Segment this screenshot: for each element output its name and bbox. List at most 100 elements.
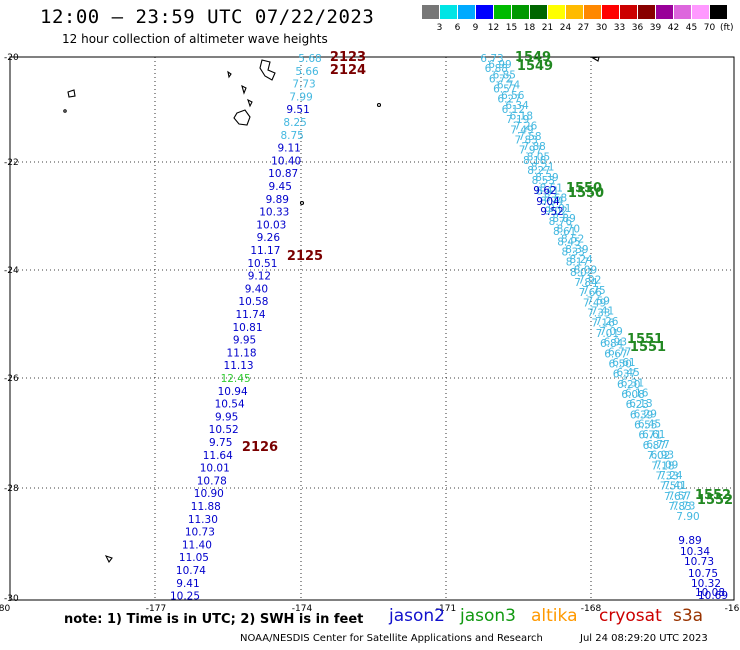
wave-height-reading: 8.45 — [557, 236, 580, 248]
island-outline — [227, 70, 232, 79]
wave-height-reading: 8.51 — [540, 182, 563, 194]
wave-height-reading: 6.71 — [638, 430, 661, 442]
wave-height-reading: 10.33 — [259, 207, 289, 219]
wave-height-reading: 8.17 — [566, 257, 589, 269]
wave-height-reading: 6.45 — [638, 419, 661, 431]
wave-height-reading: 7.16 — [591, 318, 615, 330]
wave-height-reading: 7.49 — [510, 124, 533, 136]
island-outline — [67, 89, 76, 98]
legend-label: 21 — [541, 23, 554, 33]
wave-height-reading: 9.95 — [233, 335, 256, 347]
track-time-label: 1550 — [566, 181, 602, 196]
y-tick-label: -22 — [4, 158, 19, 168]
wave-height-reading: 10.32 — [691, 578, 721, 590]
wave-height-reading: 8.75 — [280, 130, 303, 142]
wave-height-reading: 6.74 — [497, 80, 521, 92]
legend-swatch — [422, 5, 439, 19]
wave-height-reading: 9.45 — [269, 181, 292, 193]
x-tick-label: -168 — [581, 604, 602, 614]
wave-height-reading: 7.41 — [663, 480, 686, 492]
island-outline — [63, 109, 67, 113]
wave-height-reading: 6.12 — [502, 104, 525, 116]
wave-height-reading: 6.08 — [621, 389, 644, 401]
wave-height-reading: 6.29 — [634, 408, 657, 420]
legend-label: 39 — [649, 23, 662, 33]
wave-height-reading: 10.01 — [200, 463, 230, 475]
wave-height-reading: 10.81 — [232, 322, 262, 334]
wave-height-reading: 6.34 — [505, 100, 529, 112]
satellite-label-s3a: s3a — [673, 606, 704, 626]
wave-height-reading: 6.87 — [643, 440, 666, 452]
wave-height-reading: 7.73 — [672, 501, 695, 513]
wave-height-reading: 7.19 — [506, 114, 529, 126]
wave-height-reading: 6.56 — [501, 90, 525, 102]
wave-height-reading: 10.08 — [695, 587, 725, 599]
wave-height-reading: 8.02 — [570, 267, 593, 279]
x-tick-label: -16 — [725, 604, 740, 614]
y-tick-label: -30 — [4, 594, 19, 604]
track-time-label: 2126 — [242, 440, 278, 455]
timestamp-text: Jul 24 08:29:20 UTC 2023 — [580, 633, 708, 644]
legend-label: 42 — [667, 23, 680, 33]
wave-height-reading: 6.99 — [488, 59, 511, 71]
wave-height-reading: 8.52 — [561, 234, 584, 246]
wave-height-reading: 6.77 — [608, 347, 631, 359]
legend-label: 3 — [436, 23, 443, 33]
wave-height-reading: 7.84 — [574, 277, 598, 289]
wave-height-reading: 5.66 — [295, 66, 319, 78]
legend-swatch — [440, 5, 457, 19]
wave-height-reading: 7.26 — [595, 316, 619, 328]
x-tick-label: -180 — [0, 604, 10, 614]
satellite-label-jason2: jason2 — [389, 606, 445, 626]
wave-height-reading: 7.09 — [655, 460, 678, 472]
wave-height-reading: 9.26 — [257, 232, 281, 244]
wave-height-reading: 10.75 — [688, 568, 718, 580]
wave-height-reading: 8.53 — [532, 175, 555, 187]
wave-height-reading: 11.40 — [182, 539, 212, 551]
wave-height-reading: 6.72 — [489, 73, 512, 85]
wave-height-reading: 6.84 — [600, 338, 624, 350]
wave-height-reading: 7.01 — [596, 328, 619, 340]
wave-height-reading: 6.27 — [497, 94, 520, 106]
legend-label: 15 — [505, 23, 518, 33]
wave-height-reading: 11.64 — [203, 450, 233, 462]
legend-swatch — [548, 5, 565, 19]
wave-height-reading: 7.26 — [514, 121, 538, 133]
track-time-label: 2123 — [330, 50, 366, 65]
wave-height-reading: 5.68 — [298, 53, 321, 65]
wave-height-reading: 7.73 — [292, 79, 315, 91]
wave-height-reading: 9.89 — [678, 535, 701, 547]
wave-height-reading: 8.61 — [553, 226, 576, 238]
wave-height-reading: 6.67 — [604, 348, 627, 360]
track-time-label: 1549 — [515, 50, 551, 65]
wave-height-reading: 9.52 — [540, 206, 563, 218]
wave-height-reading: 10.73 — [185, 527, 215, 539]
wave-height-reading: 6.77 — [646, 439, 669, 451]
wave-height-reading: 7.41 — [591, 306, 614, 318]
y-tick-label: -24 — [4, 266, 19, 276]
legend-swatch — [620, 5, 637, 19]
wave-height-reading: 7.18 — [651, 460, 674, 472]
legend-swatch — [476, 5, 493, 19]
wave-height-reading: 10.51 — [247, 258, 277, 270]
legend-label: 24 — [559, 23, 572, 33]
legend-swatch — [656, 5, 673, 19]
wave-height-reading: 7.75 — [582, 285, 605, 297]
island-outline — [247, 98, 253, 108]
wave-height-reading: 8.68 — [544, 193, 567, 205]
wave-height-reading: 10.52 — [209, 424, 239, 436]
wave-height-reading: 10.03 — [256, 219, 286, 231]
wave-height-reading: 6.13 — [629, 398, 652, 410]
wave-height-reading: 9.40 — [245, 283, 268, 295]
wave-height-reading: 8.05 — [527, 151, 550, 163]
page-subtitle: 12 hour collection of altimeter wave hei… — [62, 32, 328, 46]
legend-swatch — [494, 5, 511, 19]
wave-height-reading: 9.11 — [277, 143, 300, 155]
wave-height-reading: 11.30 — [188, 514, 218, 526]
wave-height-reading: 8.18 — [523, 155, 546, 167]
wave-height-reading: 9.41 — [176, 578, 199, 590]
y-tick-label: -28 — [4, 484, 19, 494]
wave-height-reading: 7.66 — [579, 287, 603, 299]
wave-height-reading: 10.34 — [680, 546, 710, 558]
